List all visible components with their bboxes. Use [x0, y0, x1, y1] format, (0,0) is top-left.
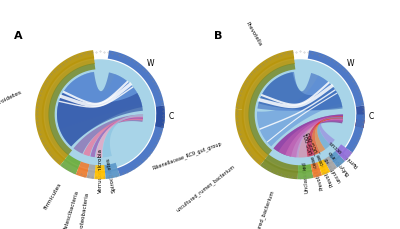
Text: Verrucomicrobia: Verrucomicrobia [98, 148, 102, 193]
Polygon shape [285, 116, 343, 158]
Text: W: W [147, 60, 154, 68]
Text: Bacteroidetes: Bacteroidetes [0, 90, 22, 112]
Text: uncultured_rumen_bacterium: uncultured_rumen_bacterium [175, 164, 236, 213]
Text: Unclassified: Unclassified [302, 161, 309, 193]
Text: Ruminococcus: Ruminococcus [328, 139, 359, 168]
Circle shape [46, 60, 154, 169]
Polygon shape [103, 114, 143, 157]
Polygon shape [57, 93, 143, 147]
Polygon shape [57, 72, 142, 129]
Polygon shape [83, 116, 143, 156]
Text: A: A [14, 31, 22, 41]
Text: Prevotella: Prevotella [245, 22, 263, 48]
Polygon shape [274, 114, 343, 155]
Text: Firmicutes: Firmicutes [43, 181, 63, 210]
Polygon shape [96, 114, 143, 158]
Polygon shape [90, 116, 143, 157]
Circle shape [246, 60, 354, 169]
Polygon shape [298, 117, 343, 158]
Text: C: C [369, 112, 374, 122]
Text: Butyrivibrio: Butyrivibrio [328, 149, 351, 176]
Polygon shape [257, 76, 342, 147]
Polygon shape [257, 72, 342, 111]
Text: Rikenellaceae_RC9_gut_group: Rikenellaceae_RC9_gut_group [151, 140, 222, 171]
Text: uncultured: uncultured [324, 156, 343, 183]
Polygon shape [74, 114, 143, 154]
Text: Prevotellaceae_UCG-003: Prevotellaceae_UCG-003 [305, 130, 335, 188]
Polygon shape [312, 117, 343, 155]
Polygon shape [320, 117, 343, 145]
Text: B: B [214, 31, 222, 41]
Text: Prevotellaceae_UCG-001: Prevotellaceae_UCG-001 [302, 131, 324, 191]
Text: C: C [169, 112, 174, 122]
Polygon shape [315, 117, 343, 153]
Text: Spirochaetes: Spirochaetes [105, 156, 116, 193]
Text: W: W [347, 60, 354, 68]
Text: Proteobacteria: Proteobacteria [79, 192, 90, 229]
Text: Patescibacteria: Patescibacteria [62, 189, 79, 229]
Polygon shape [317, 117, 343, 149]
Polygon shape [274, 114, 343, 157]
Polygon shape [258, 72, 343, 110]
Polygon shape [278, 116, 343, 157]
Polygon shape [307, 116, 343, 157]
Polygon shape [57, 72, 142, 147]
Text: uncultured_bacterium: uncultured_bacterium [250, 189, 275, 229]
